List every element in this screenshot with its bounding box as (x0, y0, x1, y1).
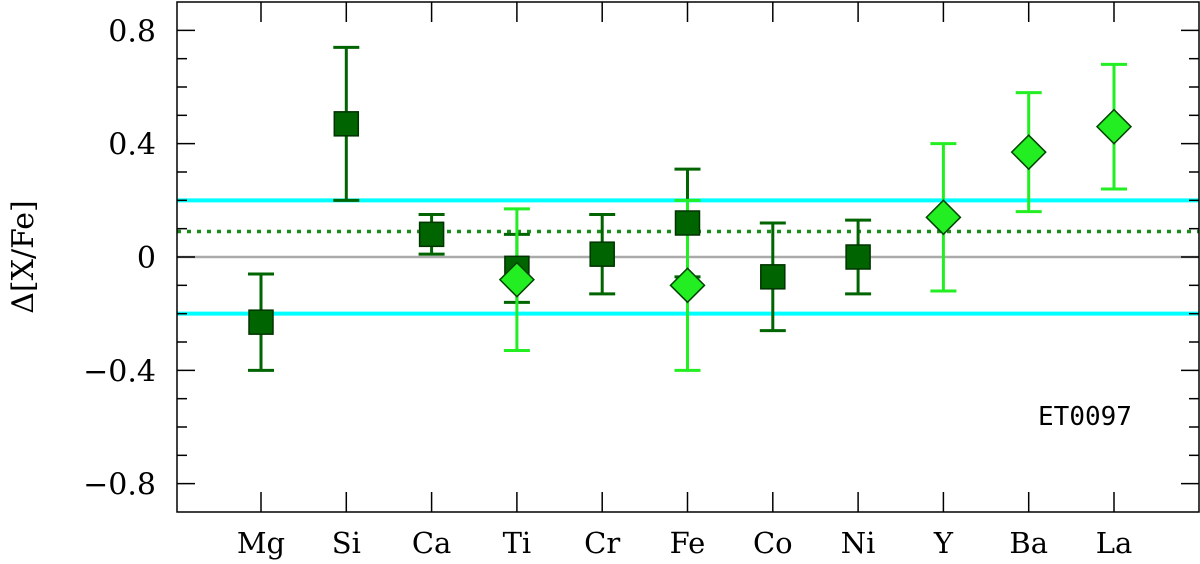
x-tick-label-co: Co (753, 526, 793, 560)
y-axis-label: Δ[X/Fe] (6, 200, 41, 313)
square-marker-fe (674, 210, 701, 236)
diamond-marker-ti (498, 261, 535, 298)
x-tick-label-ni: Ni (841, 526, 876, 560)
x-tick-label-mg: Mg (237, 526, 285, 560)
square-marker-co (760, 264, 786, 290)
diamond-marker-ba (1010, 134, 1047, 171)
y-tick-label: 0.4 (108, 128, 156, 163)
x-tick-label-cr: Cr (584, 526, 620, 560)
x-tick-label-si: Si (332, 526, 361, 560)
x-tick-labels: Mg Si Ca Ti Cr Fe Co Ni Y Ba La (237, 526, 1132, 560)
x-tick-label-fe: Fe (670, 526, 706, 560)
y-tick-labels: 0.8 0.4 0 −0.4 −0.8 (83, 14, 156, 502)
x-tick-label-ba: Ba (1009, 526, 1048, 560)
x-tick-label-ca: Ca (412, 526, 451, 560)
square-marker-ni (845, 244, 871, 270)
square-marker-mg (248, 309, 274, 335)
y-tick-label: −0.4 (83, 354, 156, 389)
square-marker-cr (589, 241, 615, 267)
square-marker-si (333, 111, 360, 137)
square-marker-ca (418, 221, 445, 248)
x-tick-label-ti: Ti (503, 526, 532, 560)
axis-ticks (177, 2, 1199, 512)
diamond-marker-y (925, 199, 962, 236)
x-tick-label-y: Y (933, 526, 954, 560)
y-tick-label: 0.8 (108, 14, 156, 49)
star-id-label: ET0097 (1038, 402, 1132, 432)
x-tick-label-la: La (1096, 526, 1133, 560)
error-bars (248, 45, 1127, 372)
y-tick-label: −0.8 (83, 468, 156, 503)
diamond-marker-la (1095, 108, 1133, 145)
data-markers (248, 108, 1133, 335)
diamond-marker-fe (669, 267, 706, 304)
y-tick-label: 0 (137, 241, 156, 276)
